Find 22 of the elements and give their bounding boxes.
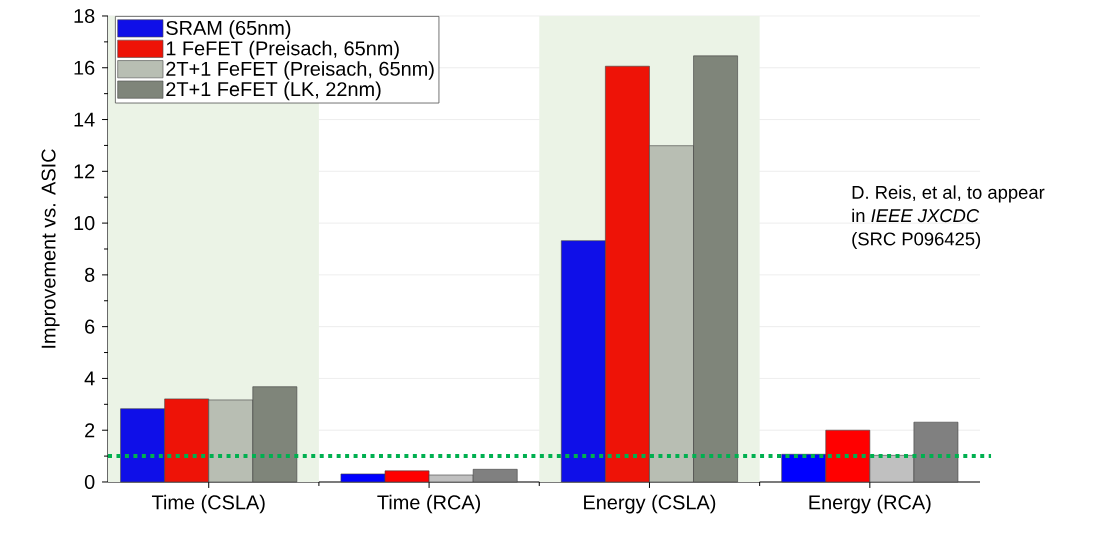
legend-label: 2T+1 FeFET (Preisach, 65nm) bbox=[166, 61, 434, 80]
x-tick-label: Energy (CSLA) bbox=[584, 494, 716, 514]
y-tick-label: 2 bbox=[85, 423, 95, 438]
y-tick-label: 8 bbox=[84, 267, 95, 282]
annotation: in IEEE JXCDC bbox=[852, 208, 980, 223]
y-tick-label: 10 bbox=[74, 216, 95, 231]
legend-label: SRAM (65nm) bbox=[166, 20, 291, 39]
y-tick-label: 12 bbox=[74, 164, 95, 179]
y-tick-label: 14 bbox=[74, 112, 95, 127]
y-tick-label: 16 bbox=[74, 60, 95, 75]
y-axis-title: Improvement vs. ASIC bbox=[41, 149, 60, 348]
y-tick-label: 4 bbox=[84, 371, 95, 386]
y-tick-label: 0 bbox=[84, 474, 95, 490]
y-tick-label: 18 bbox=[74, 8, 95, 24]
annotation: D. Reis, et al, to appear bbox=[852, 185, 1045, 203]
x-tick-label: Time (RCA) bbox=[377, 494, 481, 514]
x-tick-label: Energy (RCA) bbox=[809, 494, 931, 514]
x-tick-label: Time (CSLA) bbox=[151, 494, 265, 514]
annotation: (SRC P096425) bbox=[852, 231, 981, 250]
legend-label: 1 FeFET (Preisach, 65nm) bbox=[166, 40, 399, 60]
legend-label: 2T+1 FeFET (LK, 22nm) bbox=[166, 81, 381, 101]
y-tick-label: 6 bbox=[85, 319, 95, 334]
